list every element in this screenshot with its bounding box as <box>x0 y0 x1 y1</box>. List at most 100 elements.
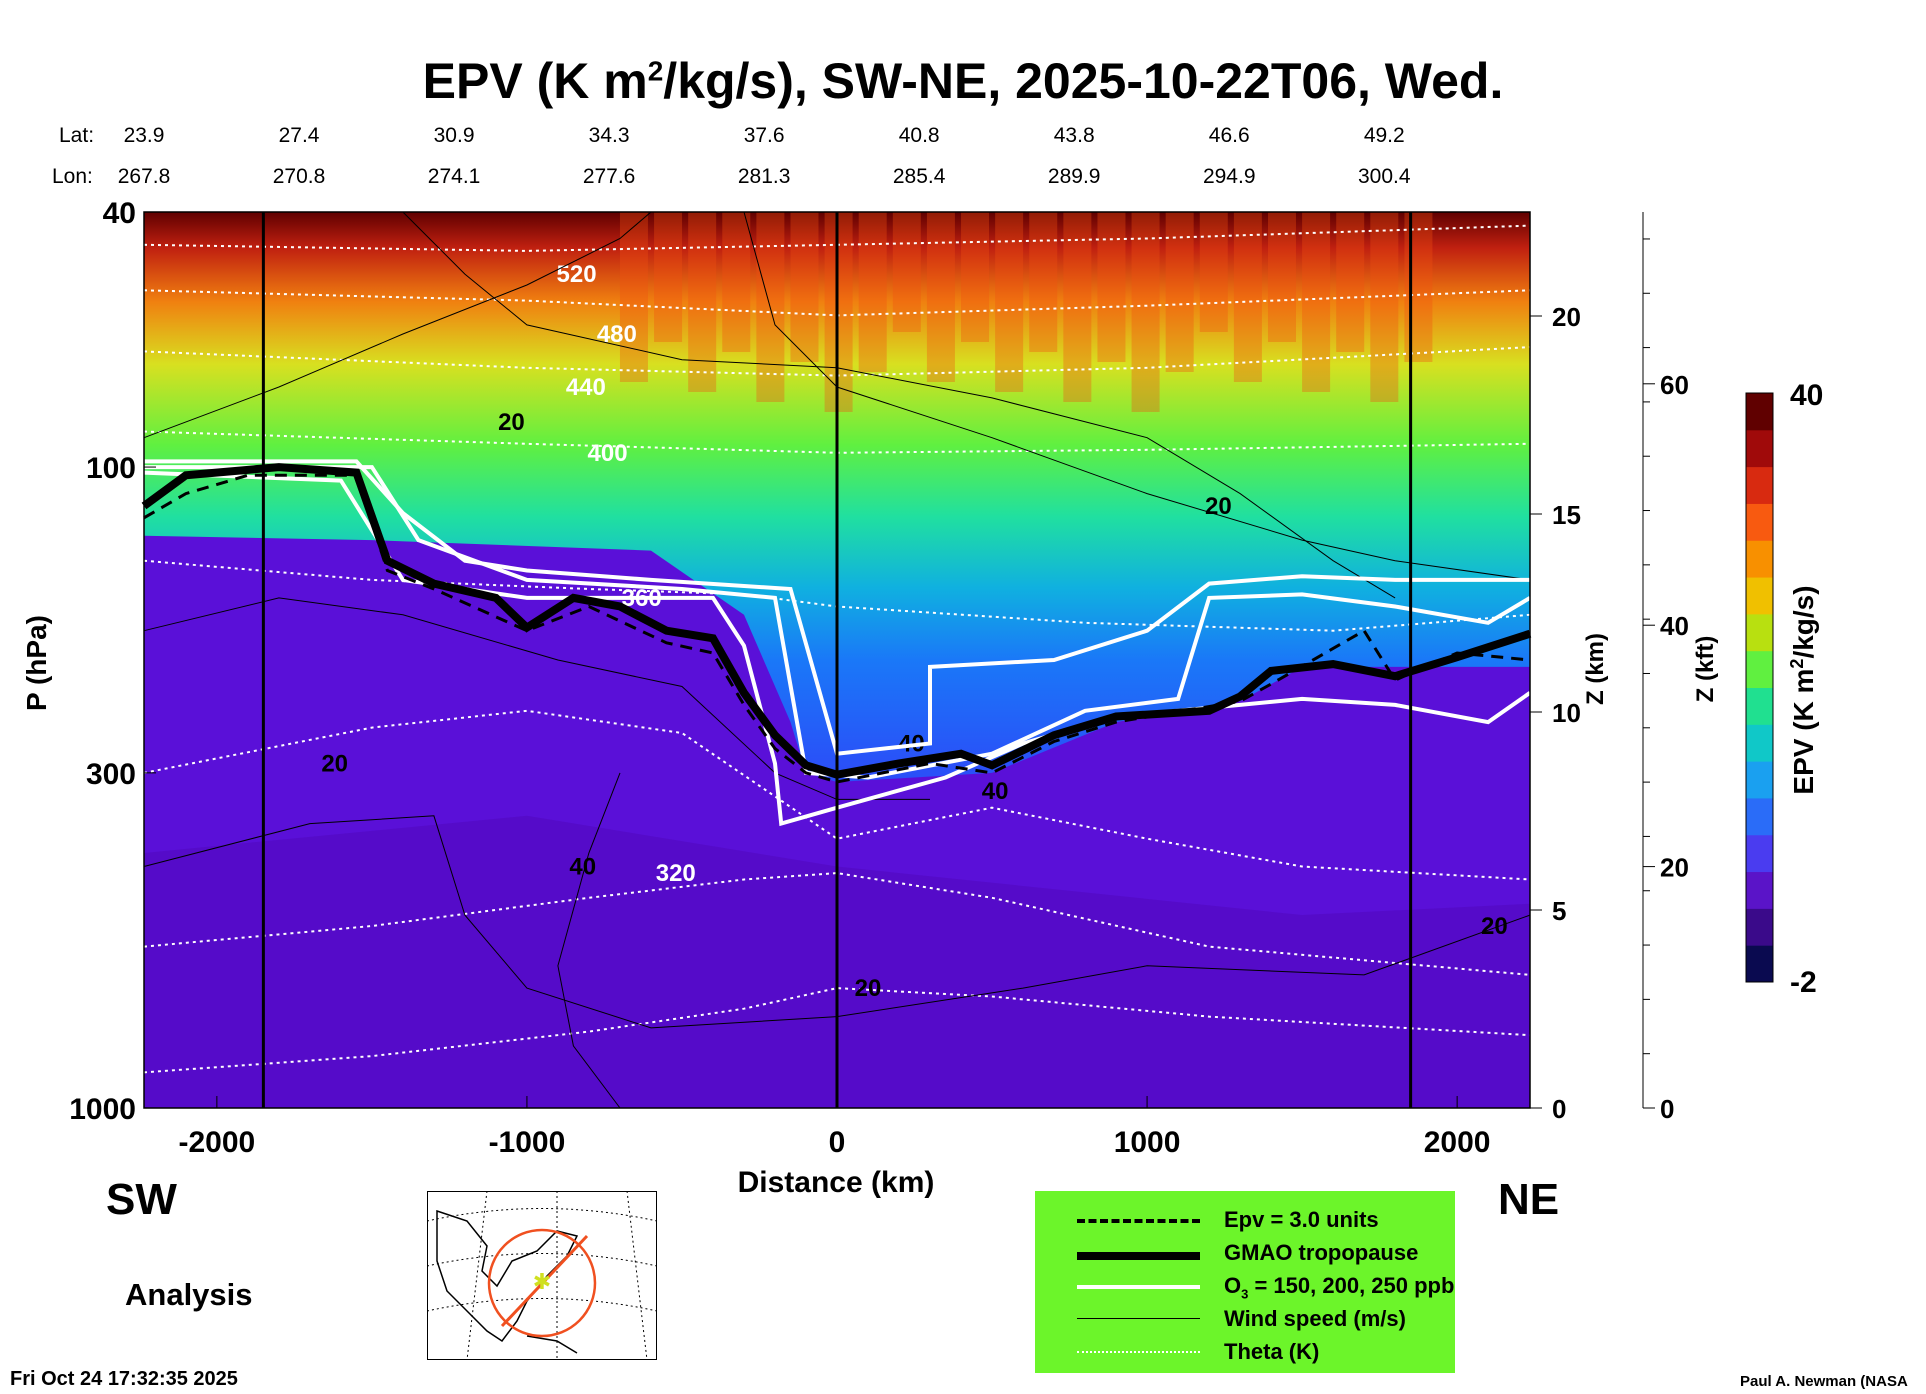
epv-streak <box>1029 212 1058 352</box>
zkft-tick-label: 20 <box>1660 853 1689 883</box>
lat-value: 23.9 <box>123 124 165 147</box>
lon-value: 274.1 <box>427 165 481 188</box>
lat-value: 43.8 <box>1053 124 1095 147</box>
credit: Paul A. Newman (NASA <box>1740 1373 1908 1390</box>
zkm-axis-label: Z (km) <box>1582 633 1609 705</box>
location-minimap: ✱ <box>427 1191 657 1360</box>
colorbar-segment <box>1746 834 1773 873</box>
legend-swatch-white <box>1077 1285 1200 1289</box>
lon-value: 294.9 <box>1202 165 1256 188</box>
epv-streak <box>1370 212 1399 402</box>
legend-label: Theta (K) <box>1224 1339 1320 1364</box>
epv-streak <box>1267 212 1296 342</box>
epv-streak <box>1302 212 1331 392</box>
colorbar-max-label: 40 <box>1790 379 1823 412</box>
epv-streak <box>1336 212 1365 352</box>
wind-label: 20 <box>1481 913 1508 940</box>
theta-label: 440 <box>566 374 606 401</box>
legend-label: GMAO tropopause <box>1224 1240 1419 1265</box>
epv-streak <box>790 212 819 362</box>
x-tick-label: 1000 <box>1114 1126 1181 1159</box>
chart-title: EPV (K m2/kg/s), SW-NE, 2025-10-22T06, W… <box>0 52 1926 110</box>
colorbar-segment <box>1746 577 1773 615</box>
colorbar-segment <box>1746 429 1773 468</box>
minimap-section-line <box>500 1234 589 1328</box>
lat-value: 27.4 <box>278 124 320 147</box>
lon-label: Lon: <box>52 165 93 188</box>
theta-line <box>143 559 1531 632</box>
wind-label: 40 <box>569 854 596 881</box>
theta-label: 480 <box>597 321 637 348</box>
lon-value: 289.9 <box>1047 165 1101 188</box>
x-axis-label: Distance (km) <box>737 1166 935 1199</box>
y-axis-label: P (hPa) <box>21 615 52 711</box>
ozone-contour <box>144 459 1530 756</box>
lon-value: 285.4 <box>892 165 946 188</box>
analysis-label: Analysis <box>125 1277 253 1312</box>
colorbar-segment <box>1746 724 1773 762</box>
colorbar-segment <box>1746 871 1773 909</box>
wind-contour <box>743 211 1531 581</box>
minimap-coastline <box>526 1335 578 1354</box>
colorbar-segment <box>1746 466 1773 504</box>
lat-value: 40.8 <box>898 124 940 147</box>
legend-label: Wind speed (m/s) <box>1224 1306 1406 1331</box>
x-tick-label: 2000 <box>1424 1126 1491 1159</box>
legend: Epv = 3.0 units GMAO tropopause O3 = 150, … <box>1035 1191 1455 1373</box>
legend-label: O3 = 150, 200, 250 ppb <box>1224 1273 1455 1302</box>
x-tick-label: -1000 <box>489 1126 566 1159</box>
tropopause-line <box>141 463 1532 779</box>
zkft-axis-label: Z (kft) <box>1692 636 1719 703</box>
colorbar-min-label: -2 <box>1790 966 1817 999</box>
colorbar-segment <box>1746 908 1773 946</box>
wind-label: 20 <box>321 750 348 777</box>
epv-streak <box>961 212 990 342</box>
epv-streak <box>654 212 683 342</box>
epv-streak <box>858 212 887 372</box>
colorbar-segment <box>1746 613 1773 652</box>
lat-value: 37.6 <box>743 124 785 147</box>
wind-contour <box>143 815 1531 1029</box>
lat-value: 49.2 <box>1363 124 1405 147</box>
colorbar-segment <box>1746 503 1773 541</box>
wind-contour <box>143 597 930 800</box>
epv-streak <box>722 212 751 352</box>
lon-value: 281.3 <box>737 165 791 188</box>
epv-streak <box>1097 212 1126 362</box>
colorbar-label-part: /kg/s) <box>1788 585 1819 658</box>
legend-swatch-thin <box>1077 1318 1200 1319</box>
lon-value: 270.8 <box>272 165 326 188</box>
minimap-range-circle <box>487 1228 597 1338</box>
minimap-frame <box>427 1191 657 1360</box>
wind-contour <box>143 211 652 439</box>
colorbar-segment <box>1746 761 1773 799</box>
colorbar-frame <box>1745 392 1774 983</box>
ne-label: NE <box>1498 1175 1560 1224</box>
theta-label: 320 <box>656 860 696 887</box>
colorbar-label-part: EPV (K m <box>1788 669 1819 795</box>
zkm-tick-label: 0 <box>1552 1094 1566 1124</box>
colorbar-segment <box>1746 540 1773 578</box>
legend-swatch-dotted <box>1077 1351 1200 1353</box>
ozone-contour <box>144 465 1532 780</box>
epv-streak <box>1199 212 1228 332</box>
title-part: EPV (K m <box>422 53 648 109</box>
wind-contour <box>557 772 621 1109</box>
title-superscript: 2 <box>647 55 664 87</box>
zkft-tick-label: 0 <box>1660 1094 1674 1124</box>
legend-swatch-dashed <box>1077 1219 1200 1223</box>
lat-value: 46.6 <box>1208 124 1250 147</box>
zkft-tick-label: 40 <box>1660 611 1689 641</box>
minimap-graticule <box>427 1191 657 1360</box>
y-tick-label: 1000 <box>69 1093 136 1126</box>
wind-label: 20 <box>498 409 525 436</box>
lon-value: 300.4 <box>1357 165 1411 188</box>
colorbar-segment <box>1746 797 1773 836</box>
y-tick-label: 40 <box>103 197 136 230</box>
colorbar-segment <box>1746 945 1773 983</box>
epv-streak <box>1233 212 1262 382</box>
epv-streak <box>824 212 853 412</box>
colorbar-segment <box>1746 650 1773 688</box>
